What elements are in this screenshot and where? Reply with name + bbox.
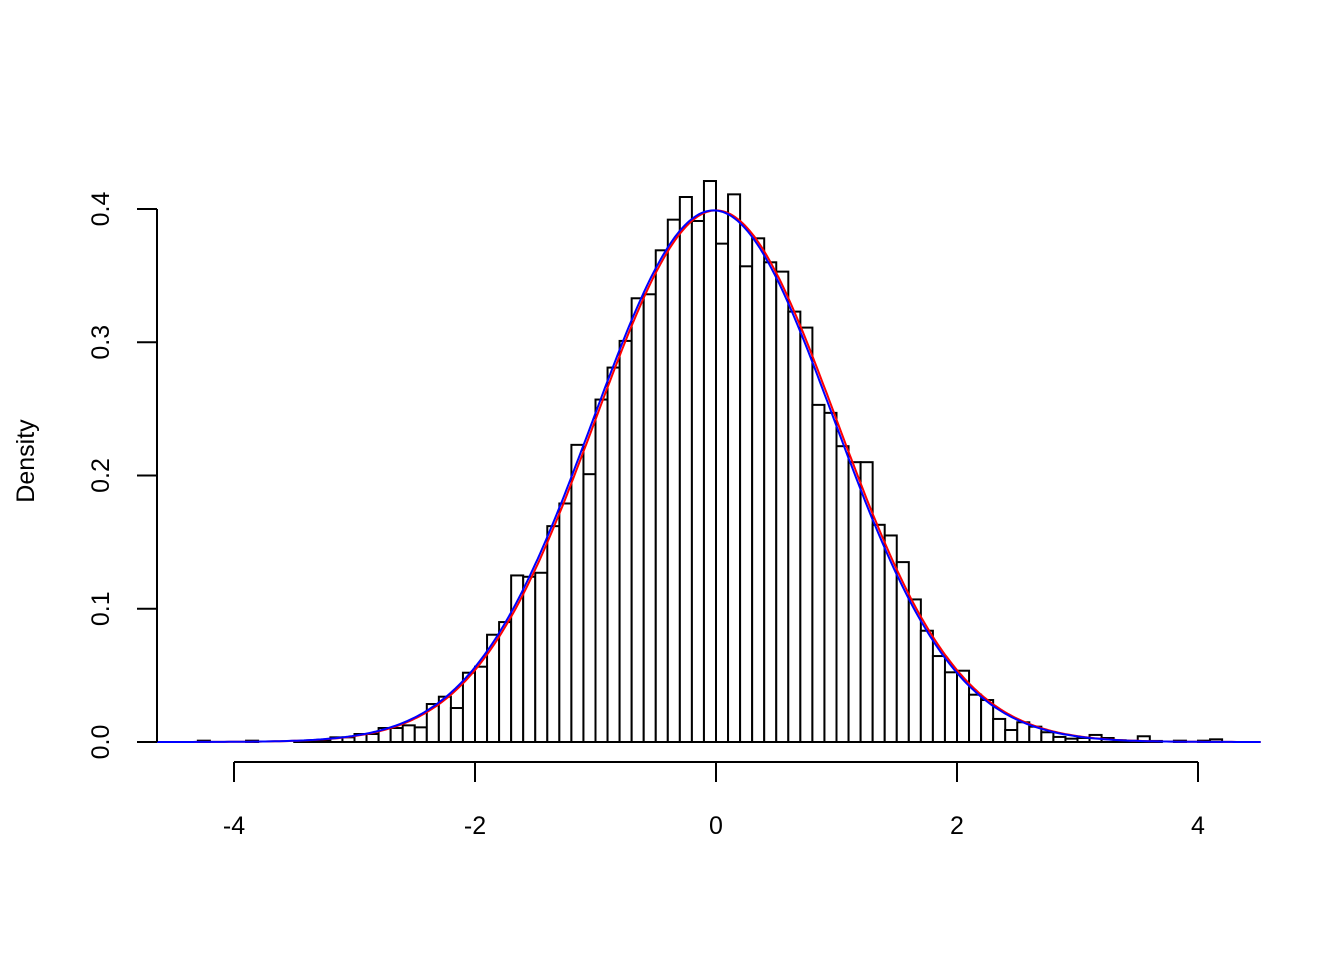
histogram-bar [799,326,814,743]
histogram-bar [449,707,464,743]
histogram-bar [919,629,934,744]
histogram-bar [498,621,513,744]
histogram-bar [678,196,693,743]
histogram-bars [196,180,1224,744]
histogram-bar [461,671,477,744]
histogram-bar [751,237,766,743]
y-tick-label: 0.1 [87,591,115,626]
y-tick-label: 0.0 [87,725,115,760]
histogram-bar [811,403,826,743]
histogram-bar [871,523,886,743]
histogram-bar [317,739,332,743]
histogram-bar [365,733,380,744]
histogram-bar [546,525,561,744]
histogram-bar [992,717,1007,744]
x-tick-label: 2 [950,812,964,840]
histogram-bar [823,411,838,743]
y-tick-label: 0.2 [87,458,115,493]
histogram-bar [907,598,922,743]
histogram-bar [630,297,645,743]
histogram-bar [847,461,862,743]
histogram-bar [654,249,669,743]
y-axis-label: Density [12,419,40,503]
x-tick-label: -4 [223,812,245,840]
histogram-bar [690,219,705,743]
histogram-bar [1004,729,1019,744]
histogram-bar [835,445,850,743]
histogram-bar [931,655,946,744]
y-tick-label: 0.3 [87,325,115,360]
blue-density-curve [156,209,1261,743]
histogram-bar [775,270,790,743]
histogram-bar [787,310,802,743]
x-tick-label: 4 [1191,812,1205,840]
histogram-bar [666,218,681,744]
histogram-bar [522,575,537,744]
histogram-bar [413,726,428,744]
y-axis: 0.0 0.1 0.2 0.3 0.4 [87,192,158,760]
histogram-bar [1016,721,1031,743]
histogram-bar [474,665,489,743]
histogram-bar [727,193,742,743]
histogram-bar [305,740,320,743]
x-tick-label: -2 [464,812,486,840]
histogram-bar [739,265,754,743]
histogram-bar [582,473,597,743]
histogram-bar [1040,731,1055,744]
histogram-bar [534,571,549,744]
histogram-bar [763,261,778,743]
histogram-bar [401,724,416,743]
histogram-bar [715,242,730,744]
histogram-bar [618,339,633,743]
y-tick-label: 0.4 [87,192,115,227]
histogram-bar [980,699,995,743]
histogram-bar [702,180,718,743]
histogram-bar [594,398,609,743]
histogram-bar [642,293,657,743]
x-tick-label: 0 [709,812,723,840]
x-axis: -4 -2 0 2 4 [223,761,1205,840]
density-curves [156,209,1261,743]
histogram-bar [1052,735,1067,744]
histogram-bar [558,502,573,744]
histogram-bar [943,671,959,743]
histogram-bar [389,727,404,743]
histogram-bar [606,366,621,743]
histogram-bar [570,443,585,743]
histogram-bar [968,693,983,743]
histogram-bar [1064,737,1079,744]
